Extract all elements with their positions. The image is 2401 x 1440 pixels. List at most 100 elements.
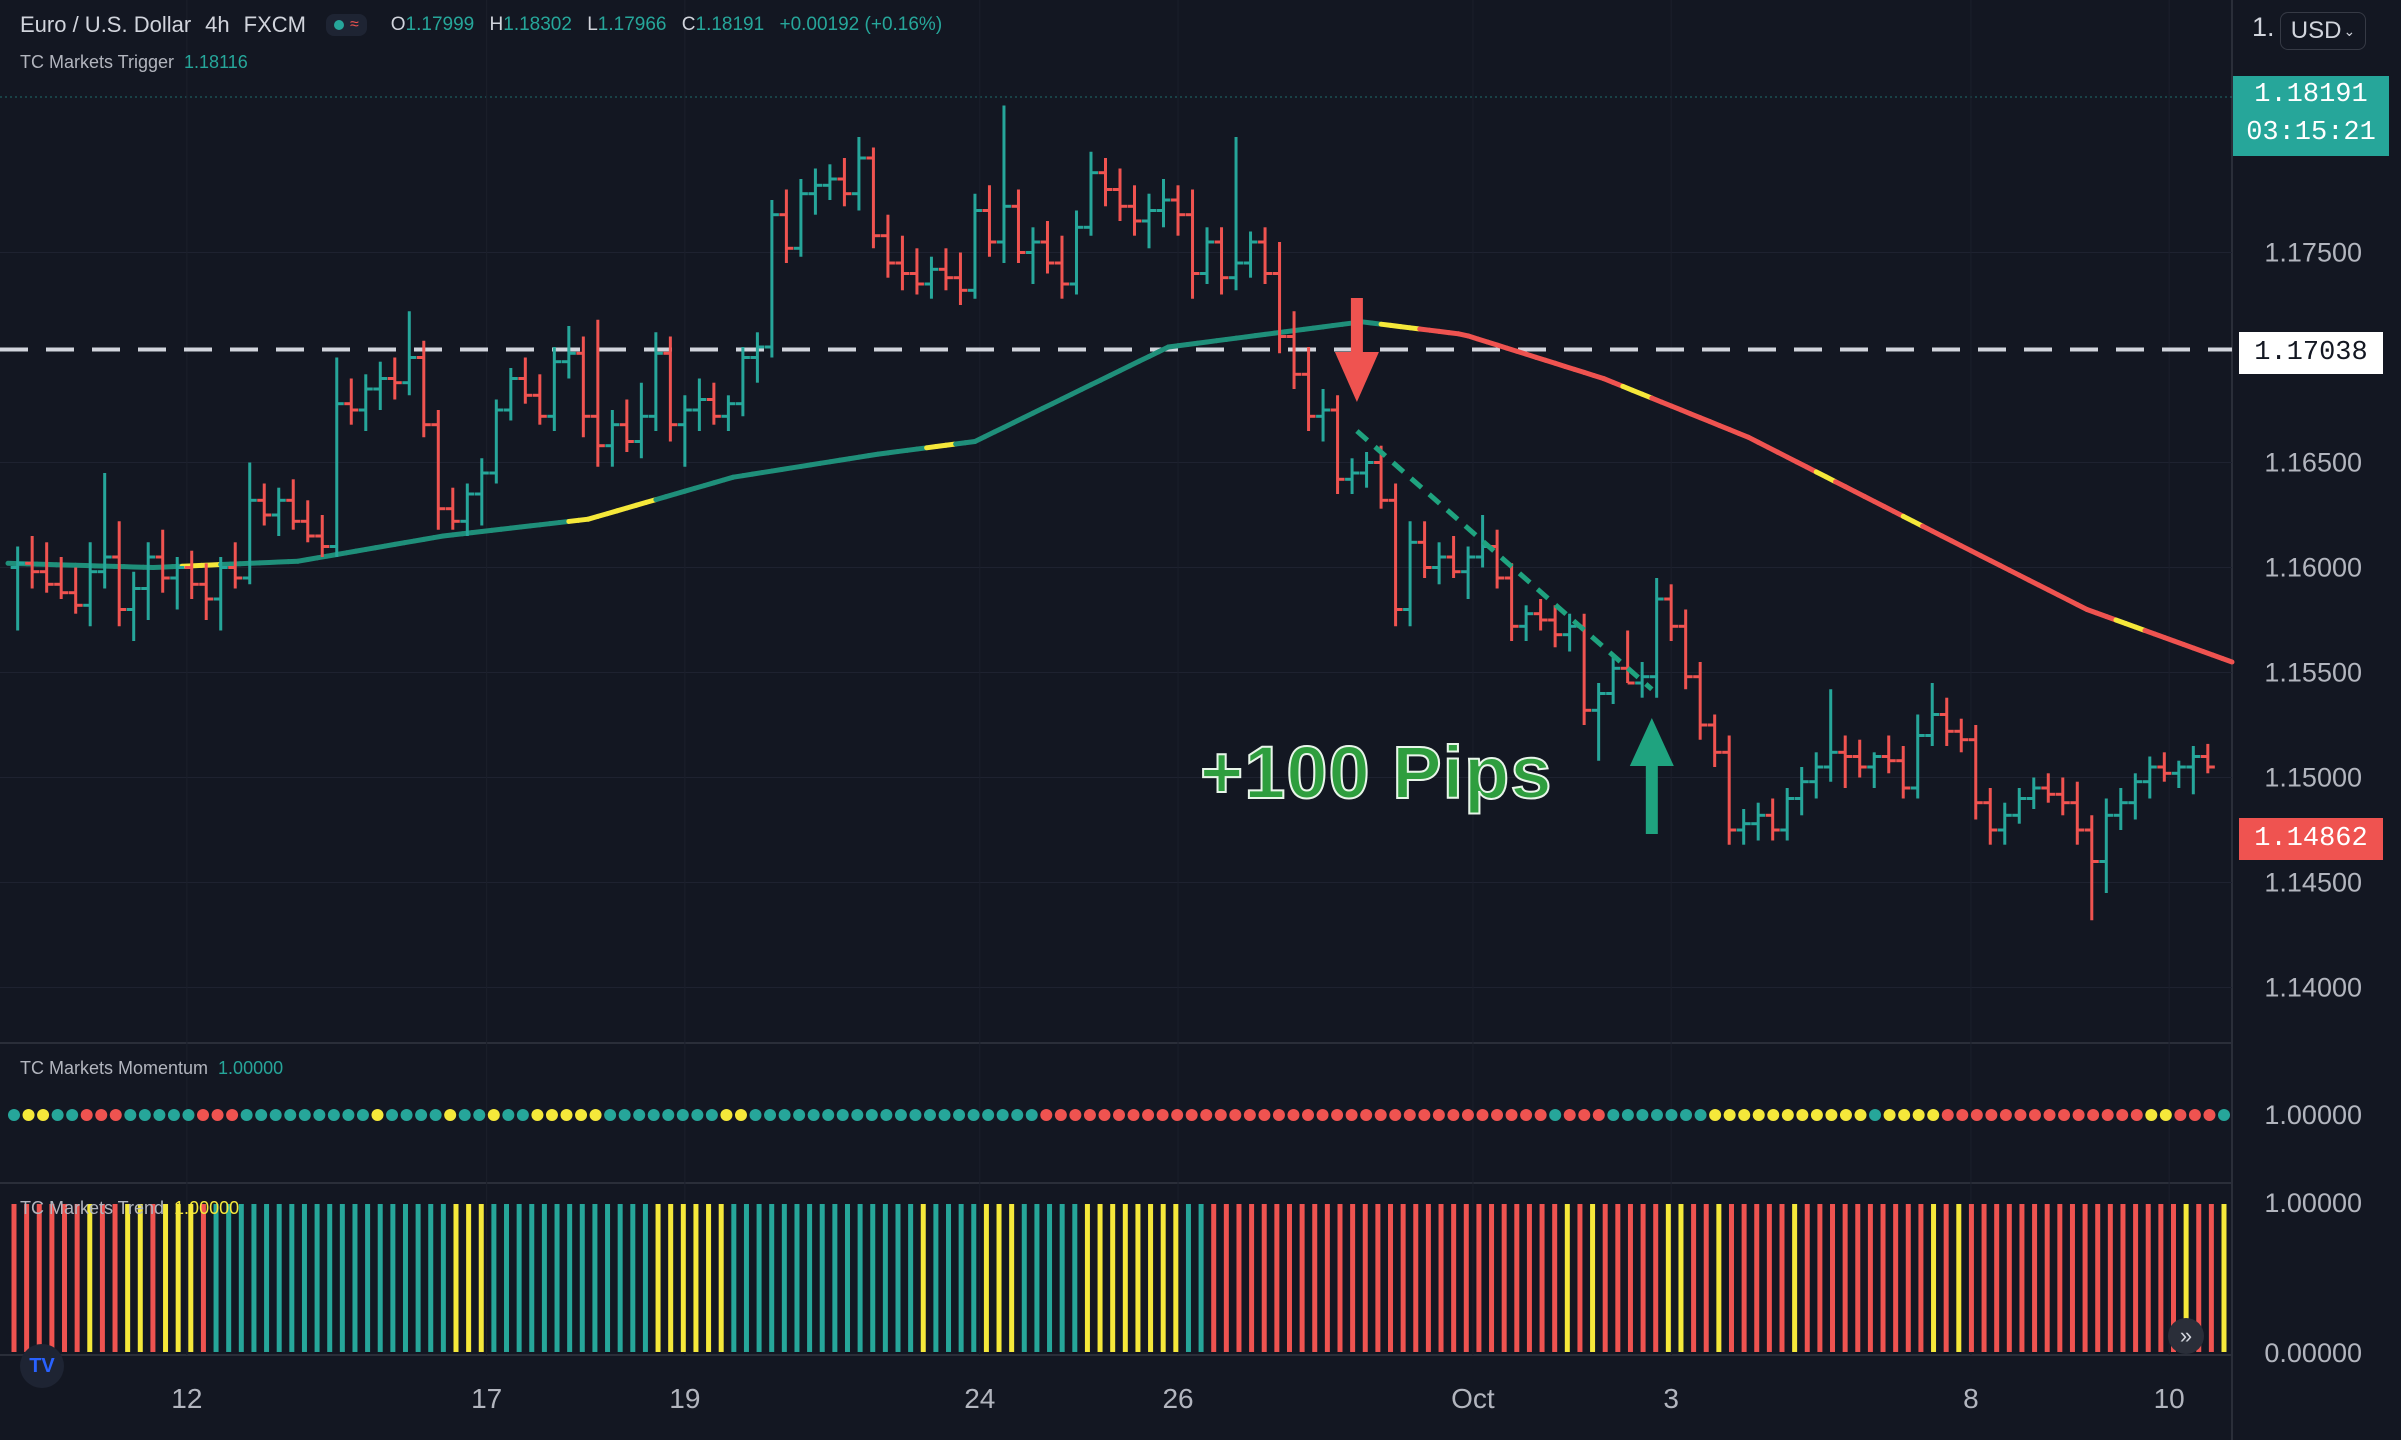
horizontal-line-price-badge[interactable]: 1.17038 [2239,332,2383,374]
trend-bar [1413,1204,1419,1352]
currency-label: USD [2290,17,2342,44]
trend-bar [213,1204,219,1352]
last-price-badge: 1.18191 03:15:21 [2233,76,2389,156]
momentum-dot [1999,1109,2012,1121]
trend-bar [1501,1204,1507,1352]
momentum-dot [1403,1109,1416,1121]
momentum-dot [458,1109,471,1121]
trend-bar [1198,1204,1204,1352]
momentum-dot [764,1109,777,1121]
momentum-dot [865,1109,878,1121]
momentum-dot [400,1109,413,1121]
trend-bar [655,1204,661,1352]
momentum-dot [371,1109,384,1121]
trend-bar [2044,1204,2050,1352]
trend-indicator-value: 1.00000 [174,1198,240,1218]
trend-bar [1135,1204,1141,1352]
trend-bar [87,1204,93,1352]
trend-bar [2208,1204,2214,1352]
momentum-dot [182,1109,195,1121]
trend-bar [125,1204,131,1352]
trend-bar [112,1204,118,1352]
momentum-dot [1854,1109,1867,1121]
open-label: O [390,14,406,35]
momentum-dot [894,1109,907,1121]
momentum-dot [953,1109,966,1121]
trend-bar [1211,1204,1217,1352]
trend-bar [1981,1204,1987,1352]
momentum-dot [473,1109,486,1121]
trend-bar [1476,1204,1482,1352]
momentum-dot [342,1109,355,1121]
trend-bar [504,1204,510,1352]
momentum-dot [1665,1109,1678,1121]
momentum-dot [2203,1109,2216,1121]
trend-bar [1931,1204,1937,1352]
trend-bar [2069,1204,2075,1352]
momentum-dot [2130,1109,2143,1121]
time-tick-label: 3 [1663,1383,1679,1414]
trend-bar [1691,1204,1697,1352]
trend-bar [226,1204,232,1352]
momentum-dot [2101,1109,2114,1121]
momentum-dot [836,1109,849,1121]
momentum-dot [1970,1109,1983,1121]
trend-bar [251,1204,257,1352]
momentum-dot [109,1109,122,1121]
trend-bar [832,1204,838,1352]
trend-bar [756,1204,762,1352]
trend-bar [958,1204,964,1352]
momentum-dot [2218,1109,2230,1121]
currency-button[interactable]: USD ⌄ [2280,12,2366,50]
symbol-name[interactable]: Euro / U.S. Dollar [20,12,192,37]
price-tick-label: 1.16000 [2264,553,2362,583]
momentum-dot [1621,1109,1634,1121]
momentum-indicator-label[interactable]: TC Markets Momentum 1.00000 [20,1058,283,1079]
time-tick-label: 17 [471,1383,502,1414]
trend-bar [2145,1204,2151,1352]
trend-bar [1640,1204,1646,1352]
market-status-pill[interactable]: ≈ [325,14,367,36]
chart-grid [0,0,2233,1440]
scroll-to-realtime-icon[interactable]: » [2168,1318,2204,1354]
trend-bar [920,1204,926,1352]
momentum-dot [167,1109,180,1121]
price-tick-label: 1.14500 [2264,868,2362,898]
trend-bar [1994,1204,2000,1352]
trend-bar [1451,1204,1457,1352]
trend-bar [2082,1204,2088,1352]
momentum-dot [1491,1109,1504,1121]
momentum-dot [386,1109,399,1121]
trigger-indicator-label[interactable]: TC Markets Trigger 1.18116 [20,52,248,73]
trend-bar [529,1204,535,1352]
trend-bar [1489,1204,1495,1352]
trend-bar [1804,1204,1810,1352]
momentum-dot [1825,1109,1838,1121]
signal-arrows [1334,298,1674,834]
trend-bar [478,1204,484,1352]
momentum-dot [982,1109,995,1121]
momentum-dot [1723,1109,1736,1121]
trend-path-line [1355,429,1654,692]
momentum-dot [95,1109,108,1121]
trend-bar [1728,1204,1734,1352]
momentum-dot [1709,1109,1722,1121]
trend-bar [2006,1204,2012,1352]
time-tick-label: 24 [964,1383,995,1414]
momentum-dot [2072,1109,2085,1121]
change-value: +0.00192 (+0.16%) [779,14,943,35]
interval[interactable]: 4h [205,12,230,37]
momentum-dot [749,1109,762,1121]
trend-indicator-label[interactable]: TC Markets Trend 1.00000 [20,1198,239,1219]
trend-bar [1034,1204,1040,1352]
tradingview-logo-icon[interactable]: TV [20,1344,64,1388]
momentum-dot [502,1109,515,1121]
momentum-dot [705,1109,718,1121]
trend-bar [137,1204,143,1352]
momentum-dot [720,1109,733,1121]
trend-bar [377,1204,383,1352]
time-tick-label: 26 [1162,1383,1193,1414]
momentum-dot [1578,1109,1591,1121]
price-tick-label: 1.15000 [2264,763,2362,793]
